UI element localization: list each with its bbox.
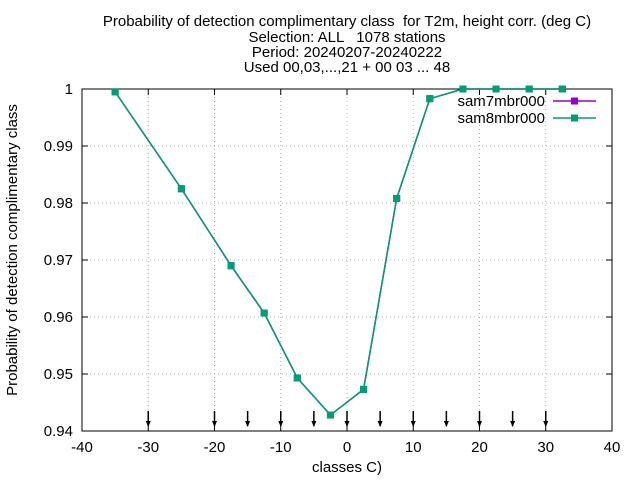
x-tick-label: 0 [343,439,351,456]
series-line [114,88,563,417]
y-tick-label: 0.98 [44,195,73,212]
data-point [111,88,119,96]
x-axis-label: classes C) [312,459,382,476]
class-marker-head [212,421,217,427]
data-point [177,185,185,193]
class-marker-head [477,421,482,427]
y-tick-label: 0.96 [44,309,73,326]
class-marker-head [510,421,516,427]
series-sam8mbr000 [111,85,566,419]
data-point [492,85,500,93]
data-point [326,411,334,419]
class-marker-head [443,421,449,427]
series-sam7mbr000 [111,85,566,419]
x-tick-label: -20 [204,439,226,456]
grid [82,89,612,431]
class-marker-head [543,421,549,427]
class-marker-head [245,421,251,427]
data-point [293,374,301,382]
class-marker-head [344,421,350,427]
series-line [114,88,563,417]
class-marker-head [145,421,151,427]
class-marker-head [410,421,416,427]
x-tick-label: -10 [270,439,292,456]
y-tick-label: 0.94 [44,423,73,440]
legend-label: sam7mbr000 [457,93,545,110]
x-tick-label: 20 [471,439,488,456]
x-tick-label: 10 [405,439,422,456]
legend-swatch-marker [571,97,578,105]
series-lines [111,85,566,419]
data-point [558,85,566,93]
class-marker-head [377,421,383,427]
x-tick-label: -40 [71,439,93,456]
data-point [393,194,401,202]
x-tick-label: 30 [537,439,554,456]
y-tick-label: 0.99 [44,138,73,155]
y-tick-label: 0.97 [44,252,73,269]
data-point [426,95,434,103]
class-marker-head [311,421,317,427]
class-markers [145,411,549,427]
x-tick-label: 40 [604,439,621,456]
data-point [260,309,268,317]
y-tick-label: 1 [65,81,73,98]
data-point [525,85,533,93]
class-marker-head [278,421,284,427]
y-tick-label: 0.95 [44,366,73,383]
title-line-3: Period: 20240207-20240222 [251,44,443,61]
title-line-1: Probability of detection complimentary c… [102,13,592,30]
legend-label: sam8mbr000 [457,110,545,127]
axes: -40 -30 -20 -10 0 10 20 30 40 0.94 0.95 0.96 0.97 0.9… [44,81,621,456]
title-line-2: Selection: ALL 1078 stations [248,29,446,46]
legend-swatch-marker [571,114,578,122]
data-point [360,385,368,393]
data-point [227,262,235,270]
x-tick-label: -30 [137,439,159,456]
y-axis-label: Probability of detection complimentary c… [4,104,21,396]
title-line-4: Used 00,03,...,21 + 00 03 ... 48 [243,59,451,76]
data-point [459,85,467,93]
